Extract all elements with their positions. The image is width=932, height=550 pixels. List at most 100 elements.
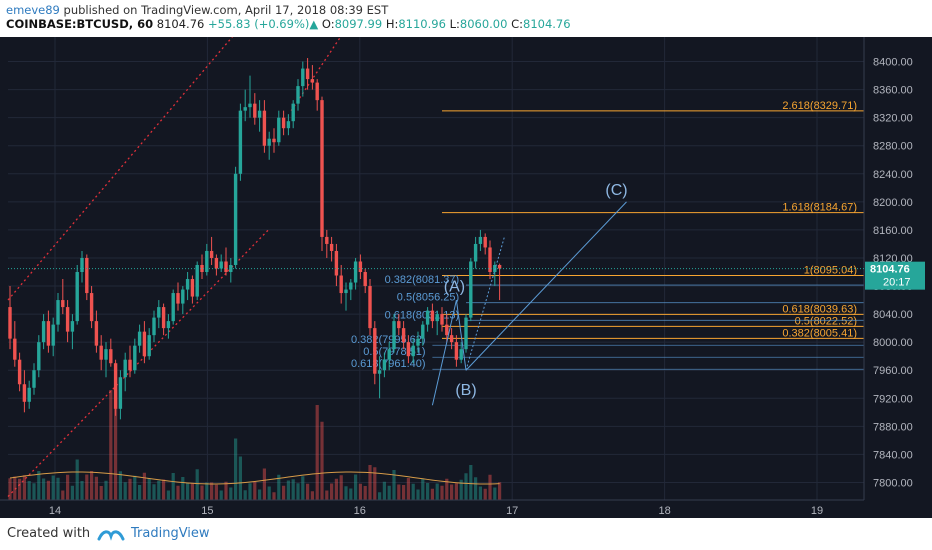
- candle-body: [157, 307, 161, 318]
- candle-body: [483, 236, 487, 248]
- candle-body: [128, 359, 132, 371]
- candle-body: [416, 338, 420, 346]
- candle-body: [262, 110, 267, 146]
- high-label: H:: [385, 17, 399, 31]
- close-value: 8104.76: [523, 17, 571, 31]
- time-tick-label: 15: [201, 505, 213, 517]
- candle-body: [224, 261, 228, 273]
- candle-body: [80, 257, 84, 273]
- volume-bar: [277, 474, 281, 500]
- volume-bar: [152, 484, 156, 500]
- price-tick-label: 7800.00: [873, 477, 913, 489]
- time-tick-label: 14: [49, 505, 61, 517]
- time-tick-label: 19: [811, 505, 823, 517]
- volume-bar: [382, 481, 386, 500]
- volume-bar: [114, 390, 118, 500]
- price-tick-label: 7920.00: [873, 393, 913, 405]
- candle-body: [435, 314, 439, 322]
- volume-bar: [344, 486, 348, 500]
- volume-bar: [171, 473, 175, 500]
- time-tick-label: 18: [658, 505, 670, 517]
- time-tick-label: 17: [506, 505, 518, 517]
- candle-body: [334, 250, 339, 276]
- volume-bar: [61, 490, 65, 500]
- volume-bar: [80, 481, 84, 500]
- volume-bar: [421, 479, 425, 500]
- candle-body: [325, 236, 329, 244]
- grid-lines: [8, 37, 864, 500]
- volume-bar: [493, 487, 497, 500]
- tradingview-brand[interactable]: TradingView: [131, 526, 210, 541]
- candle-body: [209, 250, 214, 258]
- time-axis[interactable]: 14 15 16 17 18 19: [0, 499, 932, 518]
- candle-body: [51, 324, 55, 346]
- candle-body: [133, 345, 137, 371]
- price-tick-label: 7840.00: [873, 449, 913, 461]
- wave-label: (B): [455, 382, 476, 399]
- candle-body: [392, 321, 396, 350]
- volume-bar: [138, 485, 142, 500]
- volume-bar: [315, 405, 319, 500]
- volume-bar: [291, 479, 295, 500]
- volume-bar: [99, 486, 103, 500]
- volume-bar: [66, 474, 70, 500]
- price-tick-label: 8200.00: [873, 197, 913, 209]
- volume-bar: [162, 479, 166, 500]
- volume-bar: [392, 470, 396, 500]
- fib-level-label: 0.618(8039.63): [782, 303, 857, 315]
- candle-body: [46, 321, 51, 346]
- author-link[interactable]: emeve89: [6, 3, 60, 17]
- price-chart[interactable]: 2.618(8329.71) 1.618(8184.67) 1(8095.04) 0.…: [0, 37, 932, 518]
- chart-background: [0, 37, 932, 518]
- volume-bar: [373, 467, 377, 500]
- candle-body: [349, 282, 353, 290]
- volume-bar: [186, 482, 190, 500]
- countdown-label: 20:17: [883, 277, 911, 289]
- volume-bar: [464, 473, 468, 500]
- candle-body: [469, 261, 473, 318]
- volume-bar: [325, 490, 329, 500]
- candle-body: [113, 363, 118, 409]
- wave-guide-line: [465, 236, 505, 371]
- candle-body: [142, 331, 147, 357]
- last-price-label: 8104.76: [870, 264, 910, 276]
- price-tick-label: 7880.00: [873, 421, 913, 433]
- volume-bar: [267, 486, 271, 500]
- volume-bar: [334, 478, 338, 500]
- volume-bar: [118, 471, 122, 500]
- candle-body: [373, 328, 377, 374]
- volume-bar: [459, 479, 463, 500]
- candle-body: [353, 261, 358, 283]
- volume-bar: [147, 478, 151, 500]
- volume-bar: [358, 483, 362, 500]
- volume-bar: [234, 438, 238, 500]
- candle-body: [406, 342, 411, 357]
- volume-bar: [282, 485, 286, 500]
- candle-body: [363, 272, 367, 287]
- candle-body: [13, 338, 17, 360]
- fib-level-label: 2.618(8329.71): [782, 100, 857, 112]
- candle-body: [459, 349, 463, 360]
- price-tick-label: 8320.00: [873, 113, 913, 125]
- volume-bar: [416, 489, 420, 500]
- volume-bar: [123, 482, 127, 500]
- volume-bar: [18, 478, 22, 500]
- volume-bar: [286, 480, 290, 500]
- wave-bc-line: [465, 201, 627, 371]
- volume-bar: [296, 483, 300, 500]
- candle-body: [195, 264, 199, 297]
- symbol-name[interactable]: COINBASE:BTCUSD, 60: [6, 17, 154, 31]
- candle-body: [137, 331, 142, 346]
- candle-body: [382, 359, 387, 371]
- candle-body: [22, 384, 27, 402]
- candle-body: [147, 335, 151, 357]
- volume-bar: [435, 483, 439, 500]
- candle-body: [152, 317, 156, 336]
- volume-bar: [229, 487, 233, 500]
- created-with-text: Created with: [7, 526, 91, 541]
- candle-body: [205, 250, 209, 273]
- volume-bar: [320, 421, 324, 500]
- candle-body: [315, 82, 319, 101]
- price-axis[interactable]: 7800.00 7840.00 7880.00 7920.00 7960.00 8000.…: [8, 37, 932, 518]
- candle-body: [166, 321, 171, 329]
